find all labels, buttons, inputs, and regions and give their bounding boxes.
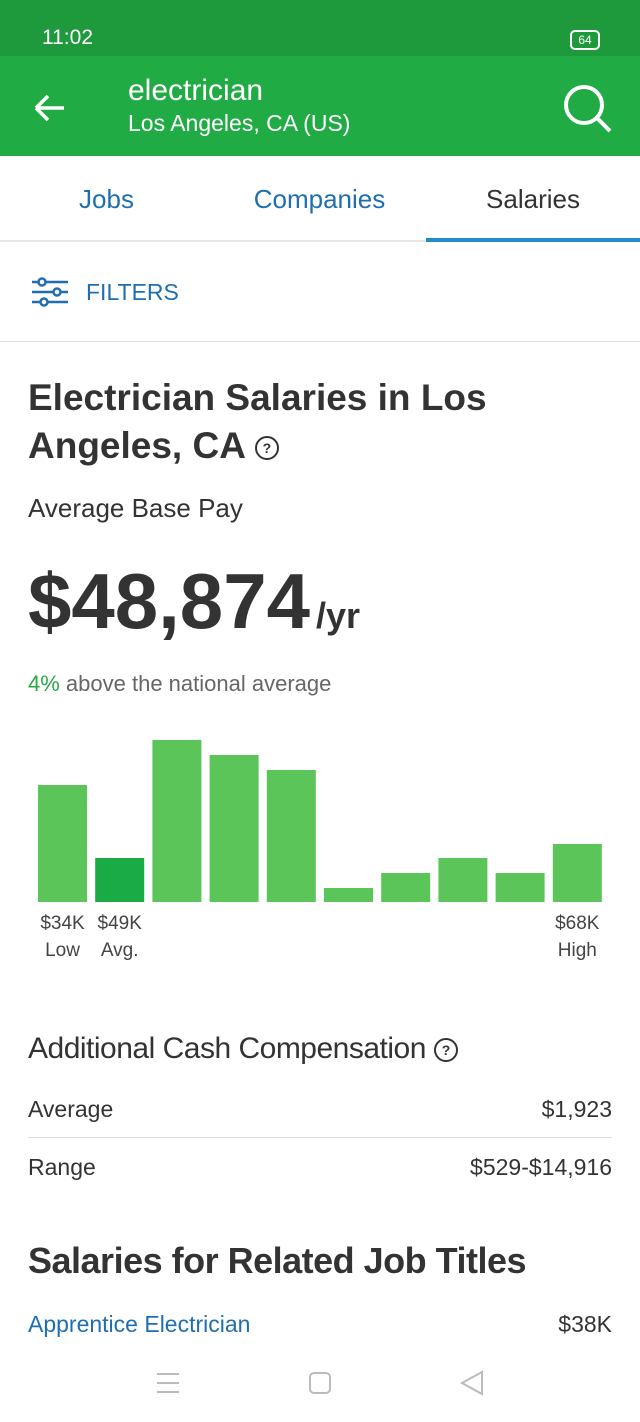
salary-title: Electrician Salaries in Los Angeles, CA … <box>28 374 508 470</box>
additional-title-text: Additional Cash Compensation <box>28 1032 426 1065</box>
tab[interactable]: Companies <box>253 184 386 214</box>
bar-label: $34K <box>40 913 85 934</box>
tab[interactable]: Jobs <box>79 184 134 214</box>
bar <box>266 770 316 902</box>
related-title: Salaries for Related Job Titles <box>28 1240 527 1281</box>
bar <box>552 844 602 902</box>
app-bar <box>0 56 640 156</box>
bar-caption: Avg. <box>101 940 139 961</box>
tab-selected[interactable]: Salaries <box>486 184 580 214</box>
help-icon[interactable]: ? <box>254 436 279 461</box>
bar <box>438 858 488 902</box>
comparison-text: above the national average <box>65 671 332 696</box>
row-divider <box>28 1137 612 1138</box>
tab-indicator <box>426 238 640 242</box>
bar-caption: Low <box>45 940 80 961</box>
period: /yr <box>315 595 360 636</box>
base-pay-amount: $48,874/yr <box>28 556 360 647</box>
row-value: $529-$14,916 <box>470 1154 612 1180</box>
row-label: Range <box>28 1154 96 1180</box>
amount: $48,874 <box>28 557 310 645</box>
comparison: 4% above the national average <box>28 671 331 697</box>
search-location[interactable]: Los Angeles, CA (US) <box>128 110 351 136</box>
related-job-salary: $38K <box>558 1311 612 1337</box>
bar-label: $49K <box>98 913 143 934</box>
bar <box>381 873 431 902</box>
filters-icon[interactable] <box>30 277 70 307</box>
related-job-link[interactable]: Apprentice Electrician <box>28 1311 251 1337</box>
status-time: 11:02 <box>42 26 93 49</box>
bar <box>209 755 259 902</box>
bar <box>95 858 145 902</box>
status-bar <box>0 0 640 56</box>
back-button[interactable] <box>30 88 70 128</box>
help-icon[interactable]: ? <box>433 1038 458 1063</box>
bar <box>38 785 87 902</box>
comparison-percent: 4% <box>28 671 60 696</box>
bar <box>152 740 202 902</box>
tab-divider <box>0 240 640 242</box>
base-pay-label: Average Base Pay <box>28 493 243 523</box>
row-value: $1,923 <box>541 1096 612 1122</box>
bar-label: $68K <box>555 913 600 934</box>
search-button[interactable] <box>560 82 616 136</box>
filters-button[interactable]: FILTERS <box>86 279 179 305</box>
row-label: Average <box>28 1096 114 1122</box>
battery: 64 <box>570 30 600 50</box>
search-query[interactable]: electrician <box>128 74 264 107</box>
bar <box>495 873 545 902</box>
salary-title-text: Electrician Salaries in Los Angeles, CA <box>28 377 487 466</box>
bar <box>324 888 373 902</box>
divider <box>0 341 640 342</box>
salary-histogram: $34K Low $49K Avg. $68K High <box>38 740 602 961</box>
nav-bar <box>157 1370 483 1396</box>
bar-caption: High <box>558 940 597 961</box>
additional-title: Additional Cash Compensation ? <box>28 1032 458 1066</box>
